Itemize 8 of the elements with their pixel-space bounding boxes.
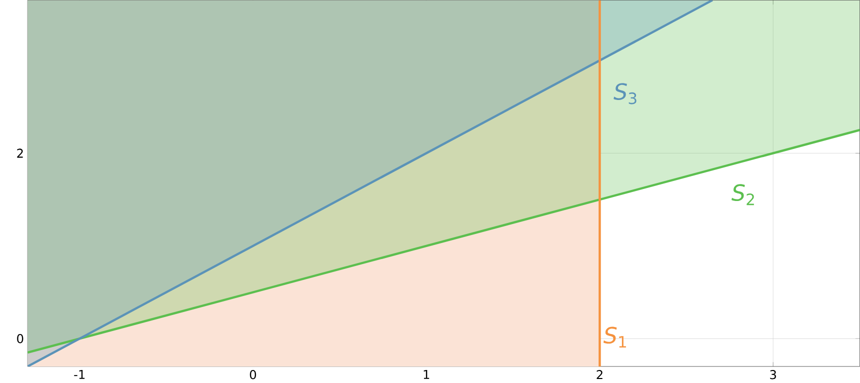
series-label: S$_{3}$ bbox=[614, 83, 636, 104]
x-tick-label: 0 bbox=[250, 370, 256, 380]
x-tick-label: 3 bbox=[770, 370, 776, 380]
series-label: S$_{2}$ bbox=[732, 184, 754, 206]
ref-line-label: S$_{1}$ bbox=[603, 326, 626, 348]
x-tick-label: 1 bbox=[424, 370, 430, 380]
x-tick-label: 2 bbox=[596, 370, 602, 380]
x-tick-label: -1 bbox=[74, 370, 85, 380]
